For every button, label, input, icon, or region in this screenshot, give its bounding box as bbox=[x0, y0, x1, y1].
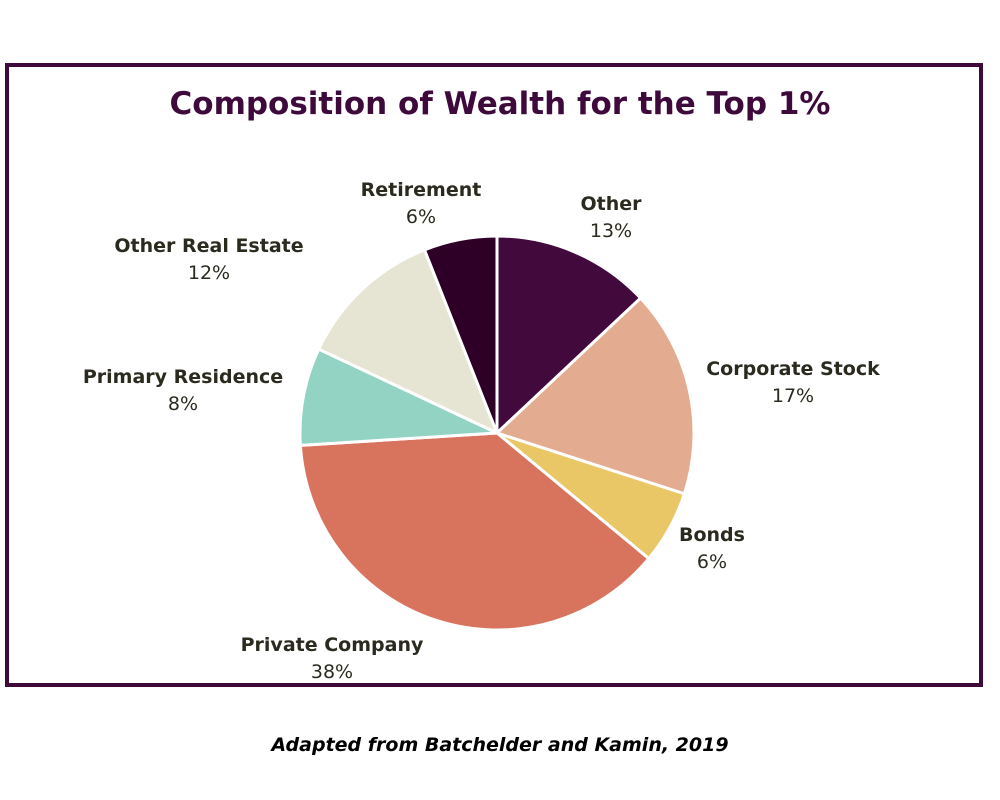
source-caption: Adapted from Batchelder and Kamin, 2019 bbox=[271, 734, 729, 756]
slice-label: Corporate Stock bbox=[706, 358, 880, 380]
slice-percent: 12% bbox=[188, 262, 230, 284]
slice-percent: 6% bbox=[697, 551, 727, 573]
slice-label: Retirement bbox=[361, 179, 482, 201]
slice-percent: 38% bbox=[311, 661, 353, 683]
slice-percent: 6% bbox=[406, 206, 436, 228]
pie-slice-other bbox=[495, 234, 643, 437]
slice-percent: 17% bbox=[772, 385, 814, 407]
slice-label: Primary Residence bbox=[83, 366, 283, 388]
pie-slice-primary-residence bbox=[298, 347, 498, 447]
slice-label: Other bbox=[580, 193, 642, 215]
slice-label: Bonds bbox=[679, 524, 745, 546]
pie-slice-corporate-stock bbox=[494, 296, 696, 496]
pie-slice-private-company bbox=[298, 431, 651, 632]
chart-title: Composition of Wealth for the Top 1% bbox=[169, 86, 831, 122]
slice-label: Other Real Estate bbox=[114, 235, 303, 257]
slice-percent: 8% bbox=[168, 393, 198, 415]
slice-label: Private Company bbox=[241, 634, 424, 656]
slice-percent: 13% bbox=[590, 220, 632, 242]
pie-slice-retirement bbox=[422, 234, 499, 434]
pie-slice-other-real-estate bbox=[316, 247, 500, 436]
